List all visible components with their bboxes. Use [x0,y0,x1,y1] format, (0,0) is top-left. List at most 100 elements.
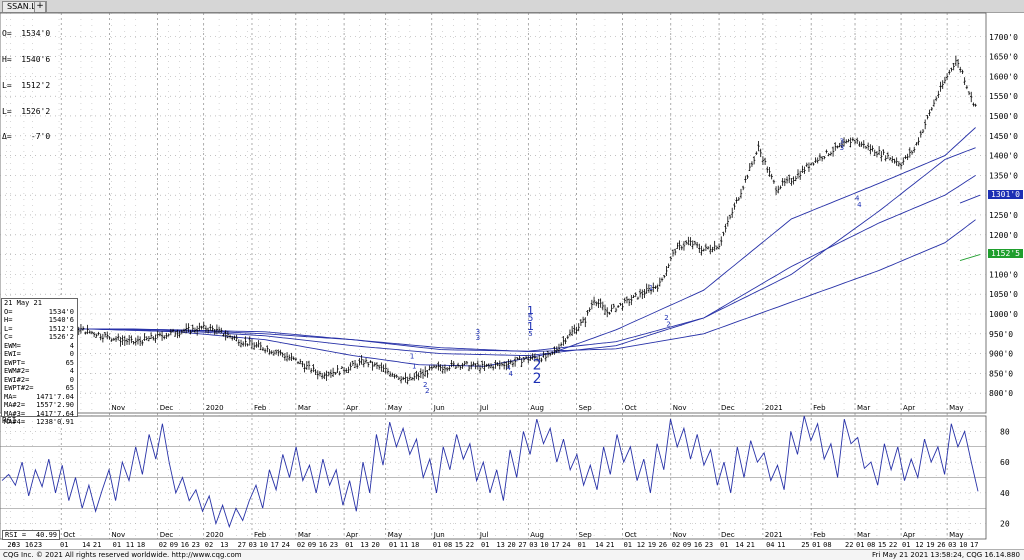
day-tick-label: 02 [205,541,213,549]
data-row: EWPT#2= 65 [4,384,74,392]
day-tick-label: 23 [705,541,713,549]
day-tick-label: 23 [192,541,200,549]
month-label-rsi: Mar [298,531,311,539]
day-tick-label: 24 [281,541,289,549]
day-tick-label: 08 [867,541,875,549]
day-tick-label: 01 [624,541,632,549]
wave-label: 2 [423,381,427,389]
rsi-tick-label: 20 [1000,520,1010,529]
copyright-text: CQG Inc. © 2021 All rights reserved worl… [3,551,242,559]
day-tick-label: 19 [648,541,656,549]
day-tick-label: 17 [551,541,559,549]
rsi-value-box: RSI = 40.99 [2,530,60,540]
wave-label: 3 [840,144,844,152]
day-tick-label: 01 [812,541,820,549]
month-label: Nov [111,404,125,412]
month-label: Nov [673,404,687,412]
day-tick-label: 01 [389,541,397,549]
day-tick-label: 27 [238,541,246,549]
axes: 800'0850'0900'0950'01000'01050'01100'011… [7,33,1018,549]
wave-label: 1 [527,320,534,333]
day-tick-label: 03 [249,541,257,549]
wave-label: 1 [649,284,653,292]
moving-average-2 [2,175,976,357]
day-tick-label: 19 [926,541,934,549]
day-tick-label: 11 [777,541,785,549]
wave-label: 4 [855,195,860,203]
last-price-tag: 1301'0 [988,190,1023,200]
month-label-rsi: Oct [63,531,75,539]
price-tick-label: 1400'0 [989,152,1018,161]
day-tick-label: 25 [801,541,809,549]
month-label: May [388,404,402,412]
month-label-rsi: Apr [903,531,915,539]
tab-ssan[interactable]: SSAN.LD [2,1,47,12]
day-tick-label: 04 [766,541,774,549]
day-tick-label: 18 [411,541,419,549]
price-panel-border [0,12,987,414]
data-row: EWPT= 65 [4,358,74,367]
month-label-rsi: 2020 [206,531,224,539]
day-tick-label: 08 [444,541,452,549]
rsi-series-line [1,415,979,529]
wave-label: 2 [664,314,668,322]
day-tick-label: 21 [93,541,101,549]
day-tick-label: 20 [371,541,379,549]
month-label-rsi: Sep [579,531,593,539]
price-tick-label: 1600'0 [989,72,1018,81]
data-row: EWM#2= 4 [4,367,74,375]
day-tick-label: 11 [126,541,134,549]
month-label: Mar [298,404,311,412]
wave-label: 5 [528,314,534,324]
day-tick-label: 24 [562,541,570,549]
month-label-rsi: Feb [813,531,826,539]
price-tick-label: 950'0 [989,330,1013,339]
month-label: Aug [530,404,544,412]
price-bars [0,55,977,385]
price-tick-label: 1200'0 [989,231,1018,240]
day-tick-label: 01 [856,541,864,549]
month-label: Feb [254,404,267,412]
wave-labels: 1122334415152212233443354465 [410,138,862,396]
wave-label: 1 [412,363,416,371]
day-tick-label: 15 [878,541,886,549]
price-tick-label: 1100'0 [989,270,1018,279]
day-tick-label: 10 [540,541,548,549]
day-tick-label: 26 [659,541,667,549]
wave-label: 2 [425,387,429,395]
month-label-rsi: Dec [160,531,174,539]
day-tick-label: 09 [308,541,316,549]
day-tick-label: 23 [330,541,338,549]
add-tab-button[interactable]: + [34,1,46,13]
price-tick-label: 1650'0 [989,53,1018,62]
day-tick-label: 21 [746,541,754,549]
day-tick-label: 22 [889,541,897,549]
month-label-rsi: Feb [254,531,267,539]
day-tick-label: 16 [25,541,33,549]
day-tick-label: 01 [345,541,353,549]
day-tick-label: 23 [34,541,42,549]
wave-label: 3 [476,334,480,342]
month-label-rsi: Dec [721,531,735,539]
day-tick-label: 12 [637,541,645,549]
data-window[interactable]: 21 May 21 O= 1534'0 H= 1540'6 L= 1512'2 C= 1… [1,298,78,426]
wave-label: 1 [410,352,414,360]
day-tick-label: 26 [7,541,15,549]
day-tick-label: 20 [507,541,515,549]
rsi-tick-label: 60 [1000,458,1010,467]
day-tick-label: 15 [455,541,463,549]
day-tick-label: 18 [137,541,145,549]
rsi-line [1,415,979,529]
day-tick-label: 12 [915,541,923,549]
month-label: Jul [479,404,489,412]
timestamp-text: Fri May 21 2021 13:58:24, CQG 16.14.880 [872,551,1020,559]
day-tick-label: 16 [319,541,327,549]
day-tick-label: 16 [694,541,702,549]
moving-average-4 [2,147,976,352]
price-tick-label: 1550'0 [989,92,1018,101]
rsi-tick-label: 40 [1000,489,1010,498]
ohlc-line: L= 1526'2 [2,106,51,116]
day-tick-label: 09 [170,541,178,549]
moving-average-lines [2,127,981,367]
